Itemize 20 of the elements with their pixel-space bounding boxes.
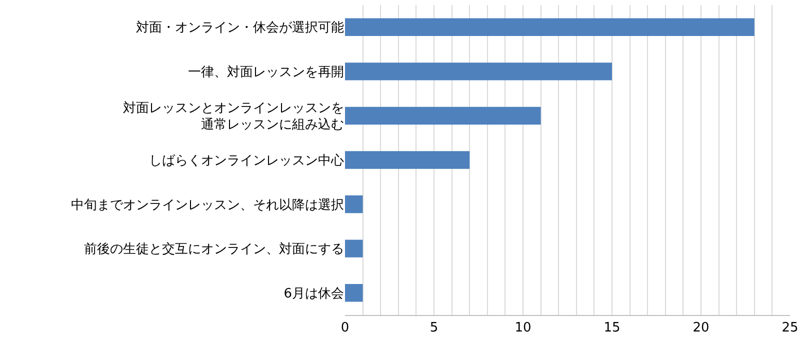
y-tick-label: 前後の生徒と交互にオンライン、対面にする (84, 241, 344, 258)
x-tick-label: 15 (604, 320, 620, 336)
y-tick-label: 中旬までオンラインレッスン、それ以降は選択 (71, 198, 344, 213)
bar (345, 240, 363, 258)
bar (345, 151, 470, 169)
x-tick-label: 5 (430, 320, 438, 336)
bar (345, 62, 612, 80)
y-tick-label: 6月は休会 (284, 286, 344, 302)
x-tick-label: 10 (514, 320, 532, 336)
y-tick-label: 一律、対面レッスンを再開 (188, 64, 344, 80)
x-tick-label: 20 (692, 320, 710, 336)
bar (345, 18, 754, 36)
bar (345, 106, 541, 125)
y-tick-label: 対面・オンライン・休会が選択可能 (136, 20, 344, 36)
bar (345, 195, 363, 214)
x-tick-label: 25 (782, 320, 798, 336)
x-tick-label: 0 (340, 320, 350, 336)
bar (345, 284, 363, 302)
y-tick-label: しばらくオンラインレッスン中心 (149, 152, 344, 169)
y-tick-label: 対面レッスンとオンラインレッスンを通常レッスンに組み込む (123, 100, 344, 133)
